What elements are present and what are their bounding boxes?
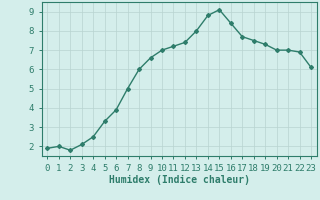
X-axis label: Humidex (Indice chaleur): Humidex (Indice chaleur)	[109, 175, 250, 185]
